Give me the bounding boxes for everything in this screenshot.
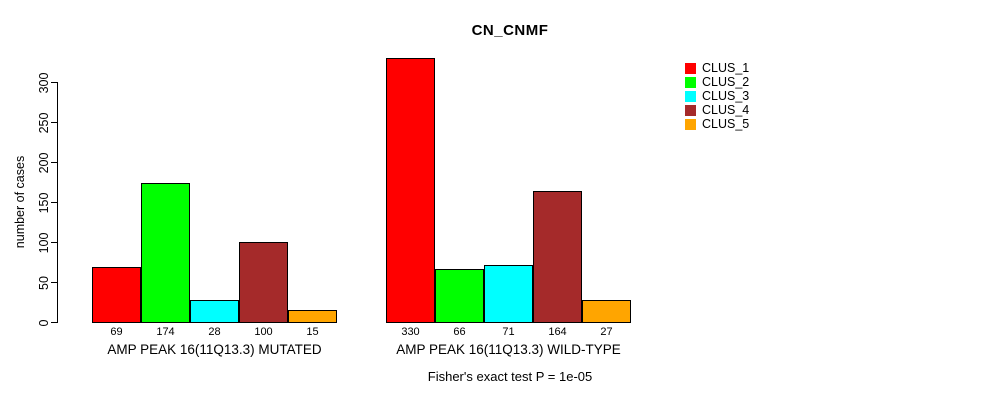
- legend-item: CLUS_3: [685, 89, 749, 103]
- y-axis-tick: [51, 242, 57, 243]
- legend-item: CLUS_2: [685, 75, 749, 89]
- bar-value-label: 100: [254, 326, 273, 338]
- bar-clus_2: [435, 269, 484, 323]
- bar-clus_3: [484, 265, 533, 323]
- legend-item: CLUS_1: [685, 61, 749, 75]
- y-axis-tick-label: 0: [37, 319, 51, 326]
- y-axis-tick: [51, 82, 57, 83]
- annotation-fisher-test: Fisher's exact test P = 1e-05: [427, 369, 593, 384]
- bar-value-label: 27: [600, 326, 613, 338]
- legend-swatch-icon: [685, 104, 696, 116]
- legend-swatch-icon: [685, 62, 696, 74]
- bar-value-label: 71: [502, 326, 515, 338]
- legend-swatch-icon: [685, 76, 696, 88]
- legend-label: CLUS_3: [702, 89, 750, 103]
- y-axis-tick-label: 100: [37, 232, 51, 253]
- y-axis-tick: [51, 162, 57, 163]
- group-axis-label: AMP PEAK 16(11Q13.3) MUTATED: [107, 342, 322, 357]
- legend-swatch-icon: [685, 118, 696, 130]
- y-axis-tick-label: 150: [37, 192, 51, 213]
- legend-label: CLUS_2: [702, 75, 750, 89]
- bar-value-label: 69: [110, 326, 123, 338]
- bar-value-label: 174: [156, 326, 175, 338]
- legend-label: CLUS_1: [702, 61, 750, 75]
- y-axis-tick-label: 50: [37, 275, 51, 290]
- bar-value-label: 330: [401, 326, 420, 338]
- y-axis-tick-label: 250: [37, 112, 51, 133]
- bar-value-label: 164: [548, 326, 567, 338]
- bar-value-label: 28: [208, 326, 221, 338]
- y-axis-line: [57, 82, 58, 323]
- y-axis-tick-label: 300: [37, 72, 51, 93]
- bar-value-label: 15: [306, 326, 319, 338]
- legend-label: CLUS_5: [702, 117, 750, 131]
- y-axis-tick: [51, 202, 57, 203]
- legend-item: CLUS_4: [685, 103, 749, 117]
- bar-clus_2: [141, 183, 190, 323]
- bar-clus_5: [288, 310, 337, 323]
- legend-swatch-icon: [685, 90, 696, 102]
- chart-title: CN_CNMF: [471, 22, 549, 39]
- bar-value-label: 66: [453, 326, 466, 338]
- bar-clus_1: [92, 267, 141, 323]
- legend: CLUS_1 CLUS_2 CLUS_3 CLUS_4 CLUS_5: [685, 61, 749, 131]
- bar-clus_4: [239, 242, 288, 323]
- y-axis-tick: [51, 322, 57, 323]
- y-axis-tick-label: 200: [37, 152, 51, 173]
- y-axis-tick: [51, 122, 57, 123]
- legend-label: CLUS_4: [702, 103, 750, 117]
- legend-item: CLUS_5: [685, 117, 749, 131]
- y-axis-tick: [51, 282, 57, 283]
- bar-clus_4: [533, 191, 582, 323]
- bar-clus_5: [582, 300, 631, 323]
- group-axis-label: AMP PEAK 16(11Q13.3) WILD-TYPE: [396, 342, 621, 357]
- bar-clus_3: [190, 300, 239, 323]
- bar-clus_1: [386, 58, 435, 323]
